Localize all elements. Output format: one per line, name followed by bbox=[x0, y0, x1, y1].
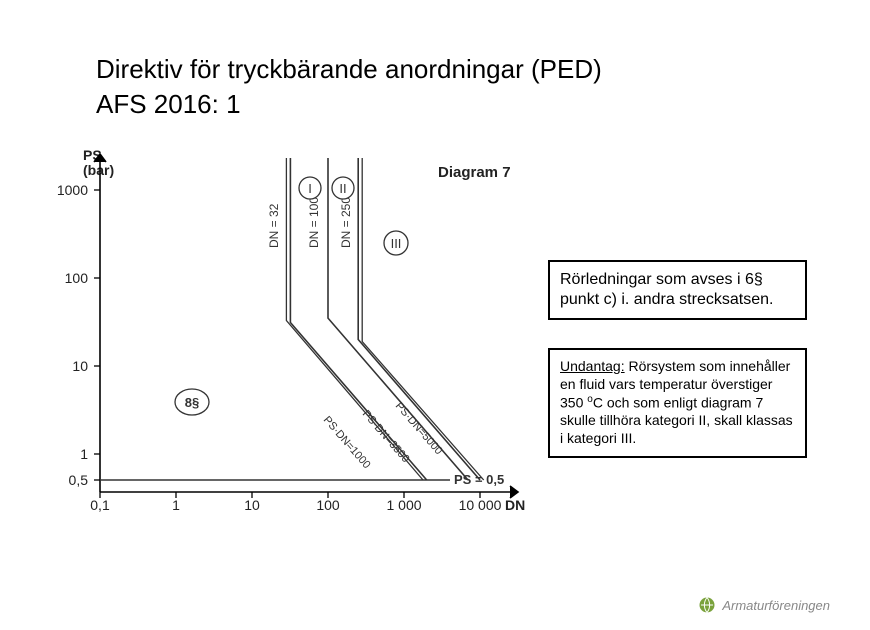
ytick: 1000 bbox=[48, 182, 88, 198]
ytick: 0,5 bbox=[48, 472, 88, 488]
ytick: 100 bbox=[48, 270, 88, 286]
title-line-2: AFS 2016: 1 bbox=[96, 89, 241, 119]
logo-text: Armaturföreningen bbox=[722, 598, 830, 613]
ytick: 10 bbox=[48, 358, 88, 374]
dn-label-250: DN = 250 bbox=[339, 197, 353, 248]
svg-text:8§: 8§ bbox=[185, 395, 199, 410]
reference-text: Rörledningar som avses i 6§ punkt c) i. … bbox=[560, 271, 773, 308]
region-I: I bbox=[308, 181, 312, 196]
exception-lead: Undantag: bbox=[560, 358, 625, 374]
footer-logo: Armaturföreningen bbox=[698, 596, 830, 614]
reference-box: Rörledningar som avses i 6§ punkt c) i. … bbox=[548, 260, 807, 320]
psdn-label-1000: PS·DN=1000 bbox=[321, 414, 373, 471]
ytick: 1 bbox=[48, 446, 88, 462]
region-III: III bbox=[391, 236, 402, 251]
article-marker: 8§ bbox=[175, 389, 209, 415]
page-title: Direktiv för tryckbärande anordningar (P… bbox=[96, 52, 602, 122]
ped-diagram-7: PS = 0,5 DN = 32 DN = 100 DN = 250 PS·DN… bbox=[90, 148, 530, 508]
dn-label-100: DN = 100 bbox=[307, 197, 321, 248]
dn-label-32: DN = 32 bbox=[267, 203, 281, 248]
globe-icon bbox=[698, 596, 716, 614]
exception-text-2: C och som enligt diagram 7 skulle tillhö… bbox=[560, 394, 793, 446]
region-II: II bbox=[339, 181, 346, 196]
title-line-1: Direktiv för tryckbärande anordningar (P… bbox=[96, 54, 602, 84]
exception-box: Undantag: Rörsystem som innehåller en fl… bbox=[548, 348, 807, 458]
